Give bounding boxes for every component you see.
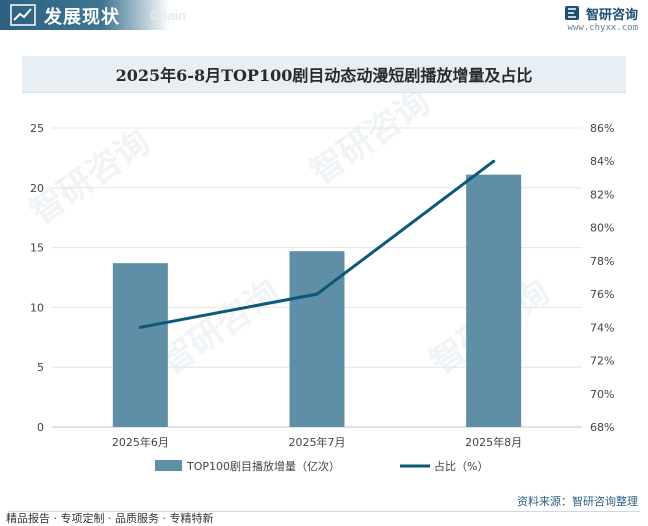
line-point: [138, 325, 142, 329]
y-left-tick-label: 0: [37, 421, 44, 434]
y-right-tick-label: 84%: [590, 155, 614, 168]
y-right-tick-label: 72%: [590, 355, 614, 368]
source-note: 资料来源：智研咨询整理: [517, 495, 638, 508]
x-tick-label: 2025年8月: [465, 435, 522, 449]
legend-swatch-bar: [155, 460, 182, 471]
brand-url: www.chyxx.com: [567, 23, 638, 33]
chart-title-box: 2025年6-8月TOP100剧目动态动漫短剧播放增量及占比: [22, 56, 626, 93]
y-right-tick-label: 82%: [590, 188, 614, 201]
section-subtitle: Chain: [150, 8, 187, 23]
header: 发展现状 Chain 智研咨询 www.chyxx.com: [0, 0, 648, 36]
x-tick-label: 2025年6月: [112, 435, 169, 449]
y-left-tick-label: 10: [30, 301, 44, 314]
footer-divider: [8, 511, 640, 512]
line-point: [315, 292, 319, 296]
bar: [466, 174, 522, 427]
y-right-tick-label: 74%: [590, 321, 614, 334]
y-left-tick-label: 20: [30, 182, 44, 195]
chart-growth-icon: [10, 4, 36, 26]
y-right-tick-label: 70%: [590, 388, 614, 401]
y-right-tick-label: 86%: [590, 122, 614, 135]
legend-label-line: 占比（%）: [434, 459, 488, 473]
bar: [112, 263, 168, 427]
y-left-tick-label: 25: [30, 122, 44, 135]
y-right-tick-label: 76%: [590, 288, 614, 301]
line-point: [492, 159, 496, 163]
legend-label-bar: TOP100剧目播放增量（亿次）: [186, 459, 340, 473]
y-left-tick-label: 5: [37, 361, 44, 374]
brand: 智研咨询 www.chyxx.com: [564, 4, 638, 33]
section-title: 发展现状: [44, 7, 120, 28]
brand-logo-icon: [564, 6, 579, 20]
bar: [289, 251, 345, 427]
y-right-tick-label: 80%: [590, 222, 614, 235]
y-right-tick-label: 68%: [590, 421, 614, 434]
chart-title: 2025年6-8月TOP100剧目动态动漫短剧播放增量及占比: [115, 66, 533, 85]
brand-name: 智研咨询: [585, 8, 638, 23]
footer-tagline: 精品报告 · 专项定制 · 品质服务 · 专精特新: [6, 512, 214, 525]
y-right-tick-label: 78%: [590, 255, 614, 268]
x-tick-label: 2025年7月: [289, 435, 346, 449]
y-left-tick-label: 15: [30, 242, 44, 255]
